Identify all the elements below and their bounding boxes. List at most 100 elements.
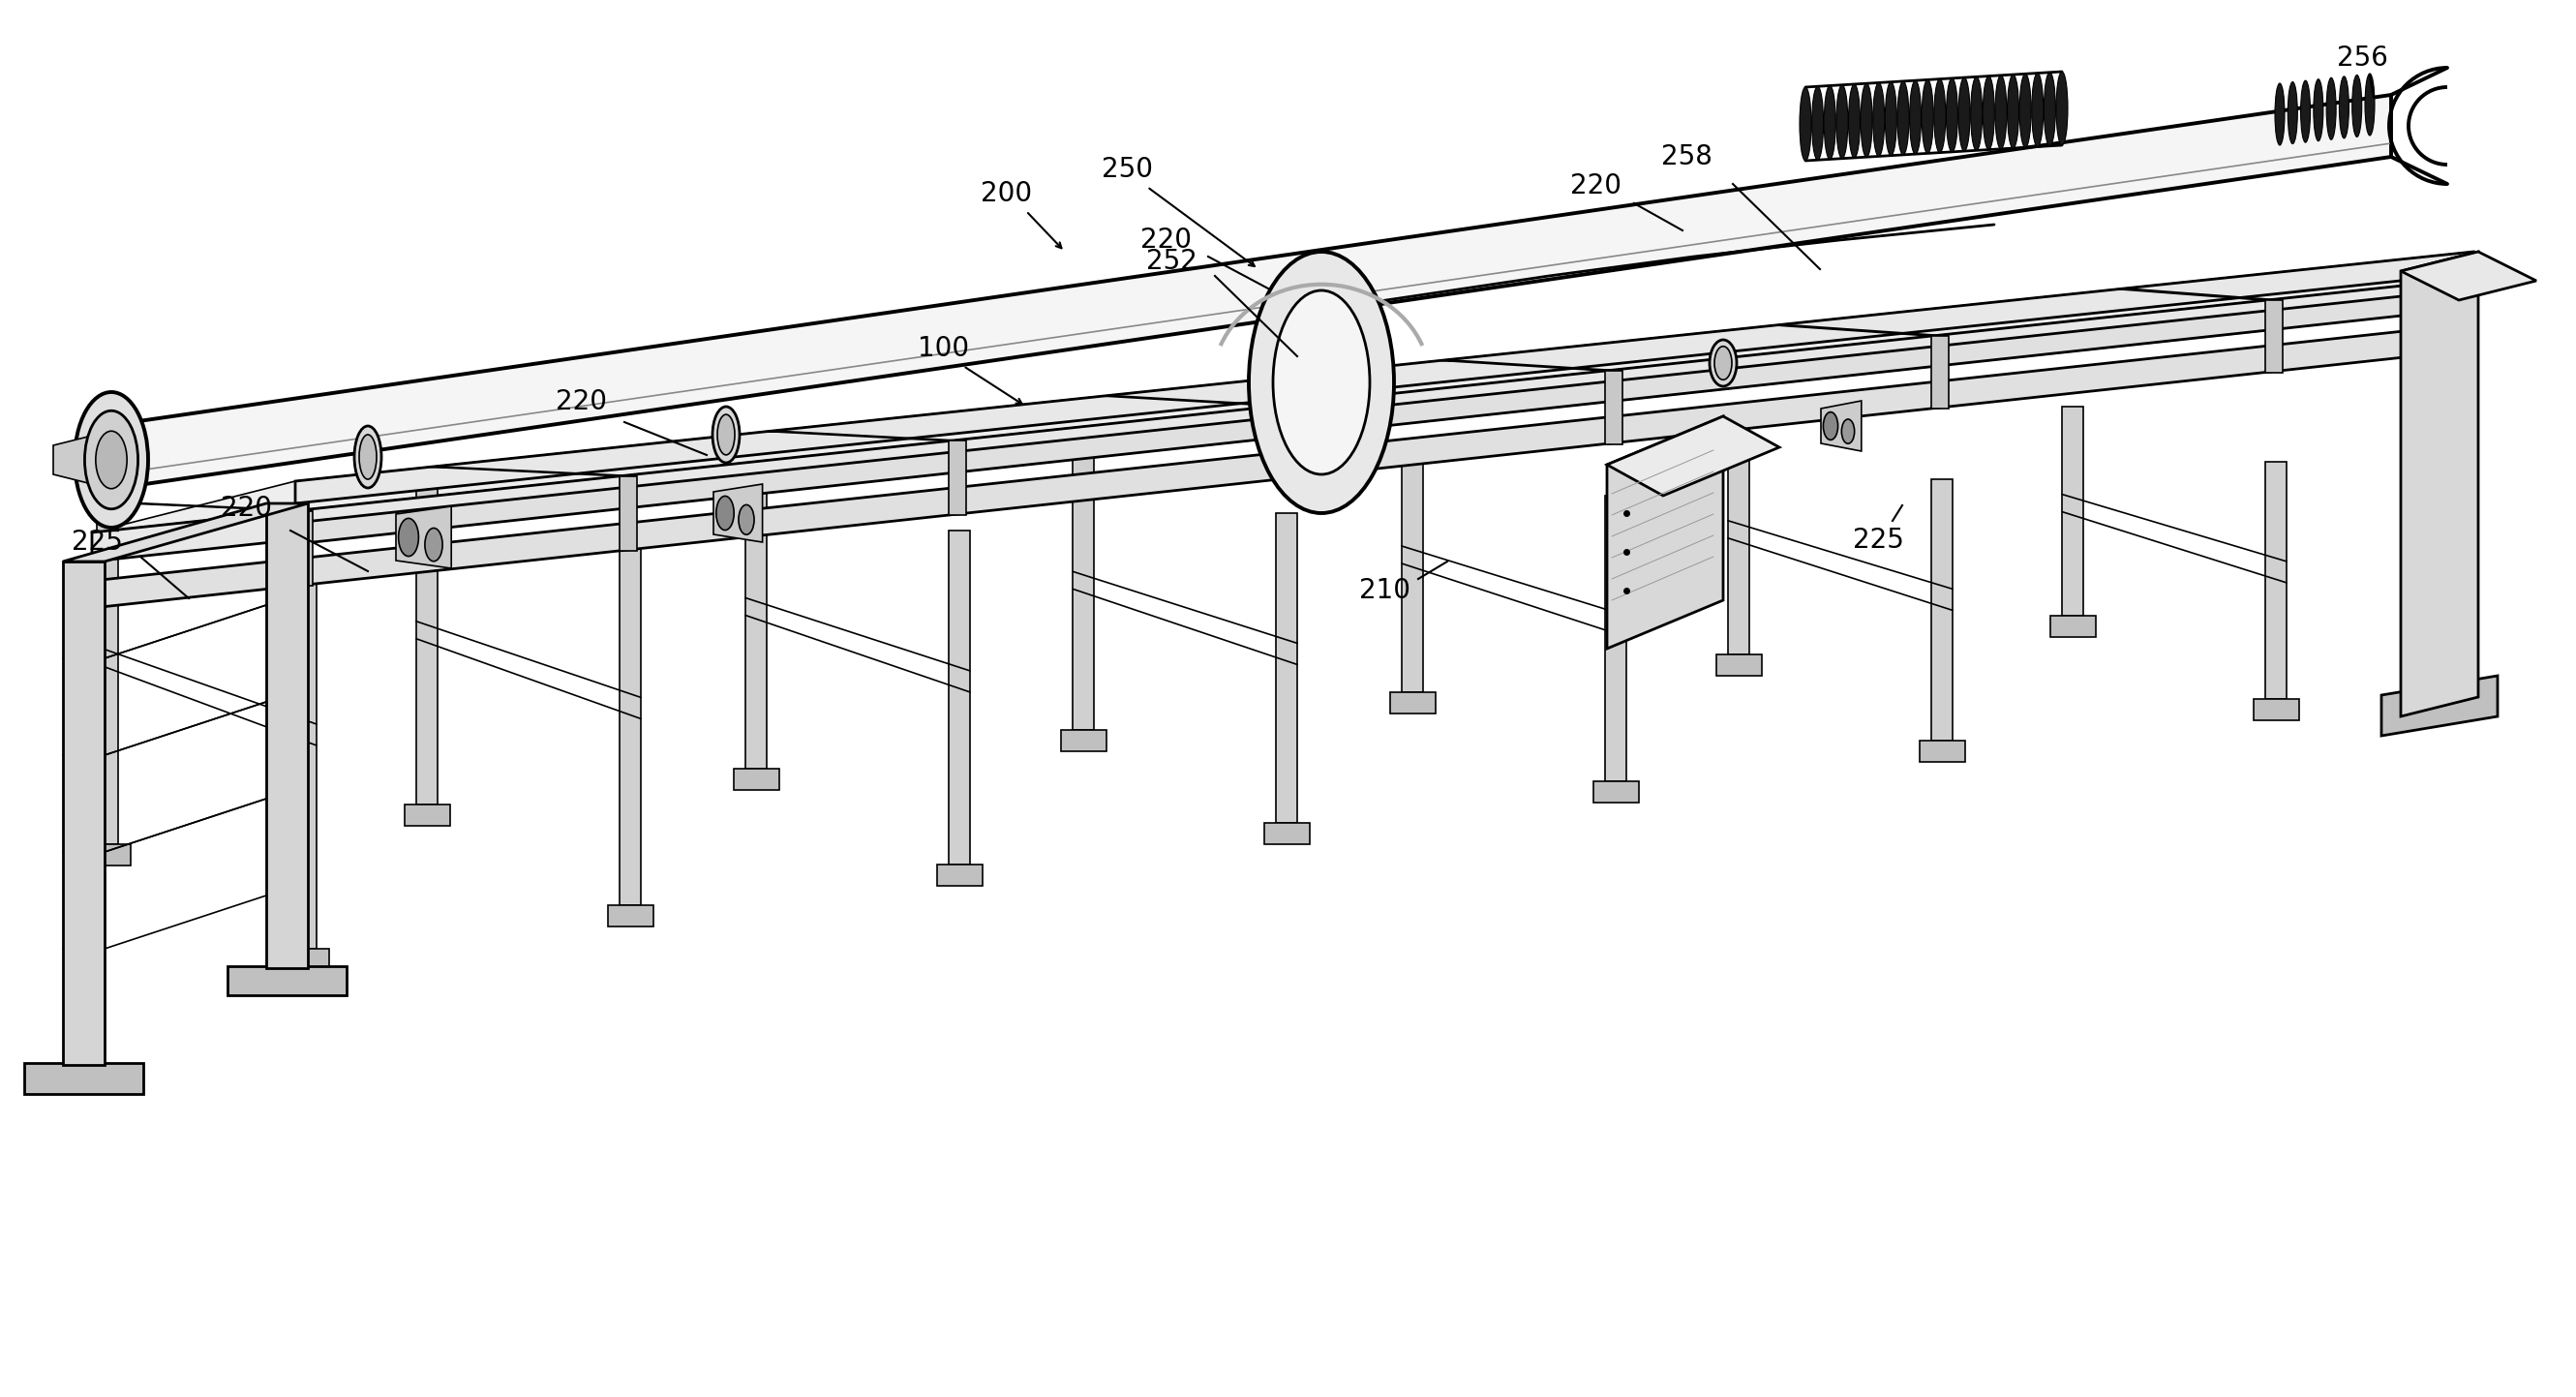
Ellipse shape xyxy=(2339,77,2349,138)
Polygon shape xyxy=(1932,479,1953,740)
Polygon shape xyxy=(283,949,330,970)
Polygon shape xyxy=(93,279,2468,562)
Polygon shape xyxy=(397,506,451,569)
Ellipse shape xyxy=(1288,374,1306,411)
Ellipse shape xyxy=(716,415,734,455)
Polygon shape xyxy=(1296,443,1342,497)
Polygon shape xyxy=(2117,289,2282,300)
Text: 258: 258 xyxy=(1662,144,1713,170)
Ellipse shape xyxy=(1824,85,1837,159)
Polygon shape xyxy=(2061,407,2084,615)
Text: 250: 250 xyxy=(1103,156,1154,183)
Polygon shape xyxy=(744,475,768,768)
Polygon shape xyxy=(1607,416,1723,648)
Ellipse shape xyxy=(2326,78,2336,140)
Polygon shape xyxy=(62,503,309,562)
Polygon shape xyxy=(1607,416,1780,496)
Text: 210: 210 xyxy=(1358,577,1409,604)
Polygon shape xyxy=(2050,615,2097,637)
Ellipse shape xyxy=(1922,80,1935,154)
Ellipse shape xyxy=(1909,81,1922,154)
Text: 225: 225 xyxy=(1852,527,1904,553)
Polygon shape xyxy=(93,95,2391,492)
Polygon shape xyxy=(621,476,636,550)
Polygon shape xyxy=(54,436,93,485)
Polygon shape xyxy=(296,289,2473,543)
Polygon shape xyxy=(1605,496,1625,781)
Ellipse shape xyxy=(714,407,739,462)
Polygon shape xyxy=(70,909,98,982)
Polygon shape xyxy=(70,717,98,789)
Ellipse shape xyxy=(2313,80,2324,141)
Ellipse shape xyxy=(1860,84,1873,156)
Text: 220: 220 xyxy=(556,388,605,415)
Ellipse shape xyxy=(1994,75,2007,149)
Polygon shape xyxy=(2264,462,2287,698)
Polygon shape xyxy=(296,562,317,949)
Ellipse shape xyxy=(739,504,755,535)
Polygon shape xyxy=(1401,440,1422,692)
Ellipse shape xyxy=(399,518,417,556)
Polygon shape xyxy=(1103,397,1293,407)
Ellipse shape xyxy=(2287,82,2298,144)
Polygon shape xyxy=(2254,698,2300,721)
Polygon shape xyxy=(608,905,654,926)
Polygon shape xyxy=(1391,692,1435,712)
Polygon shape xyxy=(1919,740,1965,761)
Polygon shape xyxy=(2401,251,2537,300)
Ellipse shape xyxy=(1273,291,1370,475)
Ellipse shape xyxy=(2032,73,2043,147)
Ellipse shape xyxy=(2365,74,2375,136)
Polygon shape xyxy=(85,844,131,866)
Ellipse shape xyxy=(425,528,443,562)
Polygon shape xyxy=(1061,729,1108,750)
Polygon shape xyxy=(98,502,312,511)
Ellipse shape xyxy=(1958,78,1971,151)
Ellipse shape xyxy=(75,393,147,528)
Polygon shape xyxy=(734,768,781,789)
Text: 252: 252 xyxy=(1146,247,1198,275)
Text: 220: 220 xyxy=(1141,226,1193,254)
Polygon shape xyxy=(2401,251,2478,717)
Polygon shape xyxy=(621,548,641,905)
Polygon shape xyxy=(296,251,2473,503)
Polygon shape xyxy=(1072,457,1095,729)
Polygon shape xyxy=(1275,407,1293,479)
Ellipse shape xyxy=(355,426,381,488)
Polygon shape xyxy=(1821,401,1862,451)
Polygon shape xyxy=(948,441,966,515)
Polygon shape xyxy=(70,813,98,886)
Ellipse shape xyxy=(1710,339,1736,387)
Ellipse shape xyxy=(1283,367,1311,418)
Ellipse shape xyxy=(95,432,126,489)
Polygon shape xyxy=(714,485,762,542)
Polygon shape xyxy=(93,324,2468,608)
Polygon shape xyxy=(1932,337,1947,408)
Ellipse shape xyxy=(1811,87,1824,161)
Polygon shape xyxy=(1440,360,1623,370)
Polygon shape xyxy=(1595,781,1638,802)
Ellipse shape xyxy=(1319,462,1334,489)
Polygon shape xyxy=(404,805,451,826)
Text: 100: 100 xyxy=(917,335,969,362)
Ellipse shape xyxy=(1298,454,1314,485)
Ellipse shape xyxy=(1850,84,1860,158)
Polygon shape xyxy=(1716,654,1762,675)
Ellipse shape xyxy=(1899,81,1909,155)
Ellipse shape xyxy=(1837,85,1847,158)
Polygon shape xyxy=(1728,425,1749,654)
Polygon shape xyxy=(938,865,981,886)
Polygon shape xyxy=(98,503,118,844)
Text: 220: 220 xyxy=(1569,172,1620,200)
Polygon shape xyxy=(265,503,309,968)
Ellipse shape xyxy=(1842,419,1855,444)
Polygon shape xyxy=(227,967,348,995)
Text: 256: 256 xyxy=(2336,45,2388,71)
Polygon shape xyxy=(2380,676,2499,736)
Polygon shape xyxy=(1275,513,1298,823)
Ellipse shape xyxy=(1984,75,1994,149)
Polygon shape xyxy=(23,1063,144,1094)
Ellipse shape xyxy=(2300,81,2311,142)
Text: 220: 220 xyxy=(222,495,273,522)
Polygon shape xyxy=(93,251,2473,532)
